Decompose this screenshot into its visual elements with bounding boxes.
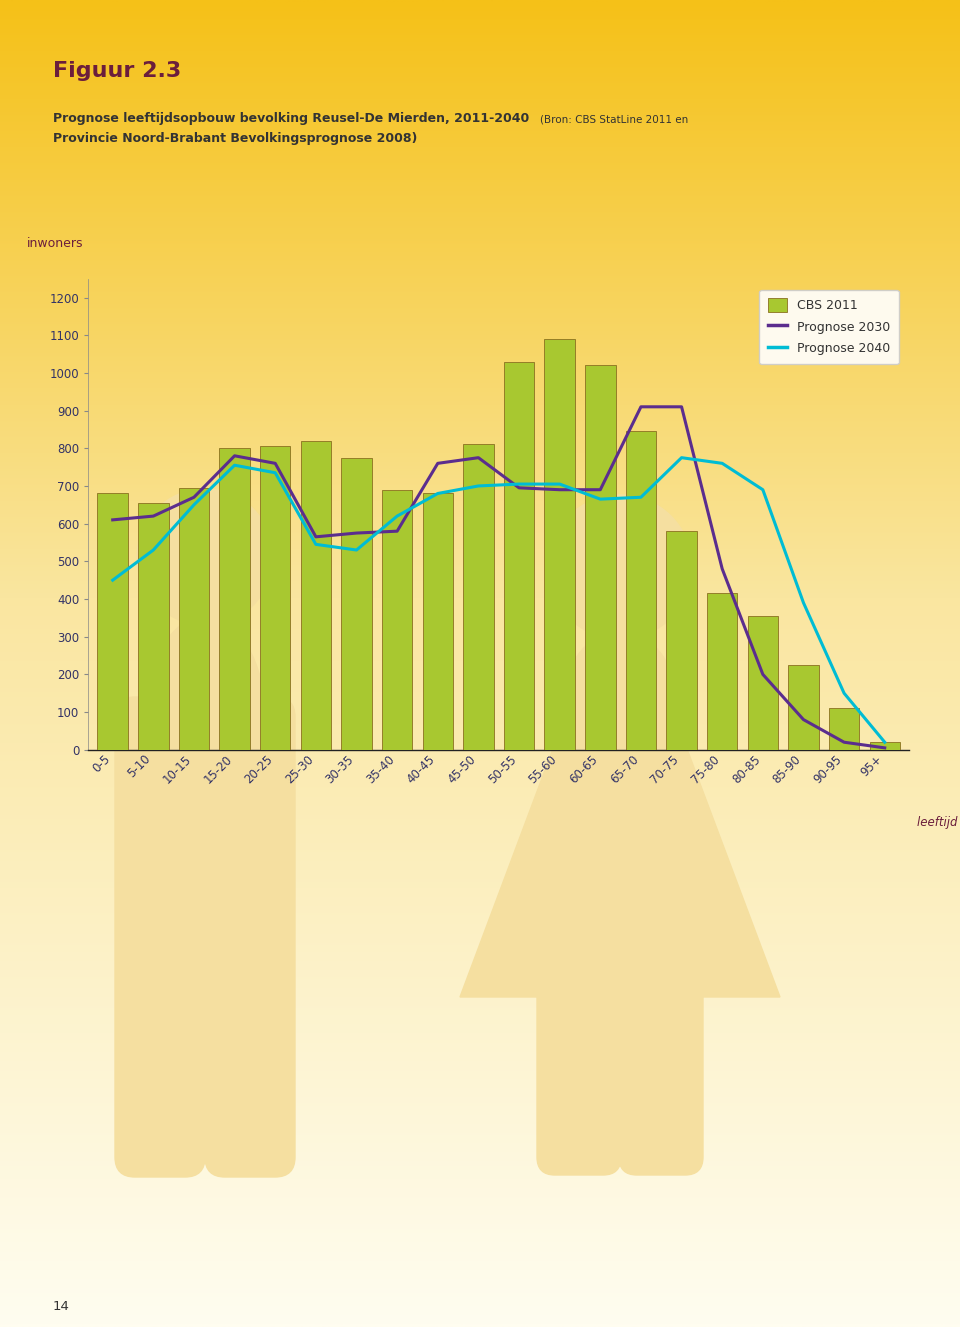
Bar	[504, 361, 535, 750]
FancyBboxPatch shape	[619, 819, 703, 1174]
Bar	[220, 449, 250, 750]
Bar	[788, 665, 819, 750]
Bar	[138, 503, 169, 750]
Bar	[422, 494, 453, 750]
Bar	[828, 709, 859, 750]
Text: Prognose leeftijdsopbouw bevolking Reusel-De Mierden, 2011-2040: Prognose leeftijdsopbouw bevolking Reuse…	[53, 111, 529, 125]
Bar	[341, 458, 372, 750]
Circle shape	[548, 495, 692, 640]
FancyBboxPatch shape	[205, 697, 295, 1177]
Bar	[585, 365, 615, 750]
Bar	[382, 490, 413, 750]
Text: 14: 14	[53, 1299, 70, 1312]
Bar	[544, 338, 575, 750]
Text: leeftijd in jaren: leeftijd in jaren	[918, 816, 960, 828]
Legend: CBS 2011, Prognose 2030, Prognose 2040: CBS 2011, Prognose 2030, Prognose 2040	[759, 289, 899, 364]
Text: (Bron: CBS StatLine 2011 en: (Bron: CBS StatLine 2011 en	[540, 114, 688, 125]
Bar	[666, 531, 697, 750]
Ellipse shape	[145, 617, 265, 817]
Polygon shape	[460, 717, 780, 997]
Bar	[260, 446, 291, 750]
Bar	[300, 441, 331, 750]
Bar	[98, 494, 128, 750]
Ellipse shape	[565, 632, 675, 762]
Circle shape	[137, 490, 273, 625]
Bar	[179, 488, 209, 750]
Bar	[870, 742, 900, 750]
Bar	[707, 593, 737, 750]
FancyBboxPatch shape	[115, 697, 205, 1177]
Text: Figuur 2.3: Figuur 2.3	[53, 61, 181, 81]
Bar	[748, 616, 778, 750]
Text: Provincie Noord-Brabant Bevolkingsprognose 2008): Provincie Noord-Brabant Bevolkingsprogno…	[53, 131, 418, 145]
Text: inwoners: inwoners	[27, 238, 84, 251]
FancyBboxPatch shape	[537, 819, 621, 1174]
Bar	[626, 431, 657, 750]
Bar	[463, 445, 493, 750]
